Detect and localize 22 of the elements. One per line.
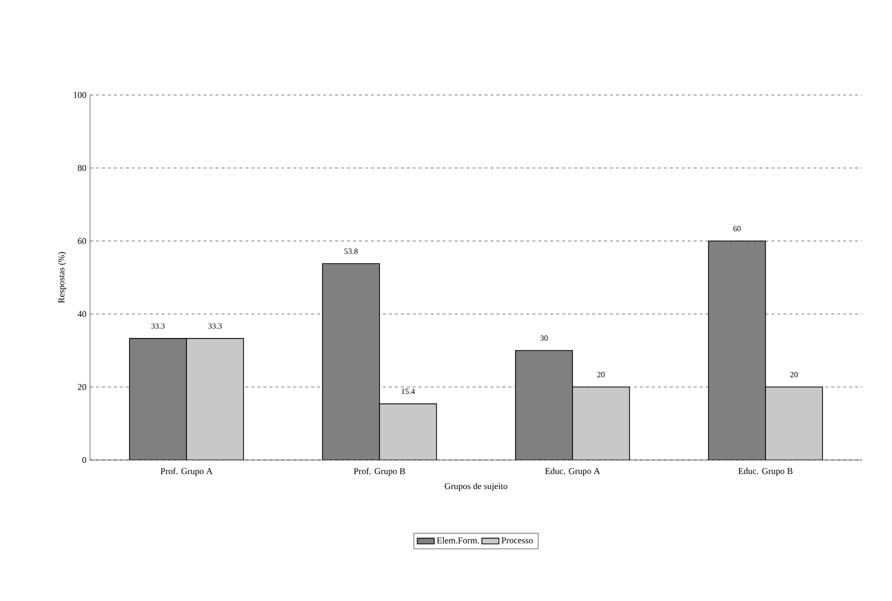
bar bbox=[572, 386, 630, 460]
x-axis-title: Grupos de sujeito bbox=[444, 482, 508, 491]
y-tick-label: 100 bbox=[74, 92, 86, 98]
x-tick-label: Prof. Grupo B bbox=[354, 468, 405, 476]
y-tick-label: 60 bbox=[78, 238, 86, 244]
legend-label: Processo bbox=[502, 537, 533, 544]
bar bbox=[322, 263, 380, 460]
y-tick-label: 40 bbox=[78, 310, 86, 318]
x-tick-label: Prof. Grupo A bbox=[160, 468, 213, 476]
y-tick-label: 80 bbox=[78, 164, 86, 172]
bar bbox=[129, 338, 187, 460]
y-tick-label: 0 bbox=[82, 456, 86, 464]
bar bbox=[708, 240, 766, 460]
x-tick-label: Educ. Grupo B bbox=[738, 468, 792, 476]
y-tick-label: 20 bbox=[78, 384, 86, 390]
bar bbox=[765, 386, 823, 460]
bar bbox=[186, 338, 244, 460]
legend-label: Elem.Form. bbox=[436, 537, 479, 544]
bar bbox=[379, 403, 437, 460]
bar bbox=[515, 350, 573, 460]
y-axis-title: Respostas (%) bbox=[58, 252, 66, 304]
x-tick-label: Educ. Grupo A bbox=[545, 468, 600, 476]
